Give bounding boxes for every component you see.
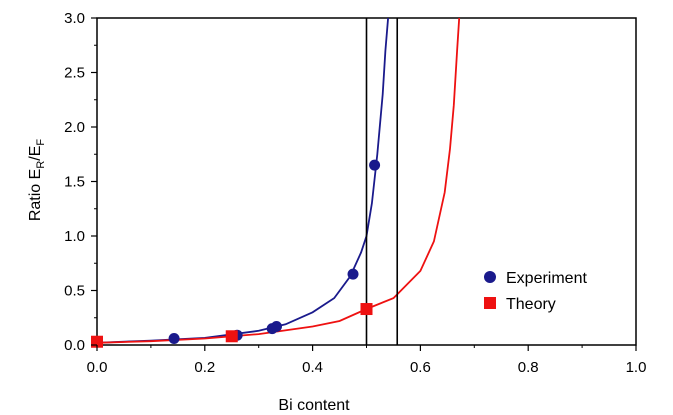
fit-curve-1 [97,18,389,344]
y-tick-label: 1.5 [64,174,85,191]
x-tick-label: 0.8 [518,359,539,376]
legend: Experiment Theory [484,270,587,313]
x-tick-label: 0.2 [194,359,215,376]
experiment-point [168,332,180,344]
experiment-point [347,268,359,280]
vertical-lines [365,18,399,345]
y-axis-label-sub2: F [35,139,47,146]
axes: 0.0 0.2 0.4 0.6 0.8 1.0 0.0 0.5 1.0 1.5 2.0 2.5 3.0 [64,10,646,376]
y-axis-label: Ratio ER/EF [27,139,47,222]
legend-marker-theory [484,297,496,309]
theory-point [360,303,373,316]
y-axis-label-prefix: Ratio E [27,169,44,221]
data-points [91,159,381,348]
experiment-point [369,159,381,171]
fit-curve-2 [97,18,461,344]
x-tick-label: 0.0 [87,359,108,376]
y-axis-label-sub1: R [35,161,47,169]
legend-label: Experiment [506,270,587,287]
x-tick-label: 1.0 [626,359,647,376]
y-tick-label: 0.5 [64,283,85,300]
x-tick-label: 0.6 [410,359,431,376]
x-axis-label: Bi content [278,397,350,414]
y-axis-label-mid: /E [27,146,44,161]
fit-curves [97,18,461,344]
y-tick-label: 2.5 [64,65,85,82]
theory-point [225,330,238,343]
experiment-point [270,320,282,332]
legend-label: Theory [506,296,556,313]
y-tick-label: 2.0 [64,119,85,136]
y-tick-label: 3.0 [64,10,85,27]
y-tick-label: 0.0 [64,337,85,354]
legend-marker-experiment [484,271,496,283]
x-tick-label: 0.4 [302,359,323,376]
y-tick-label: 1.0 [64,228,85,245]
